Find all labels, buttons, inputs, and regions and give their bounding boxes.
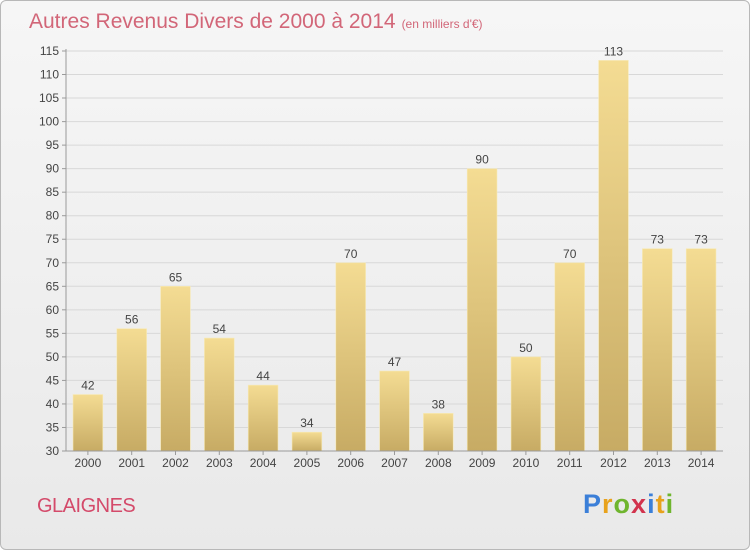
bar-value-label: 90	[475, 153, 489, 167]
bar	[160, 285, 191, 452]
bar	[72, 394, 104, 452]
bar	[642, 248, 673, 452]
bar-value-label: 54	[213, 322, 227, 336]
bar-value-label: 42	[81, 379, 95, 393]
x-tick-label: 2006	[337, 456, 364, 470]
bar-value-label: 50	[519, 341, 533, 355]
x-tick-label: 2004	[250, 456, 277, 470]
bar-value-label: 56	[125, 313, 139, 327]
x-tick-label: 2001	[118, 456, 145, 470]
y-tick-label: 55	[46, 326, 60, 340]
y-tick-label: 50	[46, 350, 60, 364]
y-tick-label: 85	[46, 185, 60, 199]
y-tick-label: 90	[46, 162, 60, 176]
commune-name: GLAIGNES	[37, 495, 136, 517]
logo-letter: o	[613, 489, 632, 519]
x-axis: 2000 2001 2002 2003 2004 2005 2006 2007 2008 2009…	[66, 450, 723, 470]
x-tick-label: 2003	[206, 456, 233, 470]
y-tick-label: 30	[46, 444, 60, 458]
bar	[291, 431, 323, 452]
bar	[510, 356, 542, 452]
bar-value-label: 44	[256, 369, 270, 383]
bar-value-label: 65	[169, 270, 183, 284]
x-tick-label: 2011	[557, 456, 583, 470]
logo-letter: P	[583, 489, 603, 519]
x-tick-label: 2000	[75, 456, 102, 470]
x-tick-label: 2005	[294, 456, 321, 470]
bar-value-label: 113	[604, 44, 623, 58]
bar	[247, 384, 279, 452]
bar	[116, 328, 147, 452]
bar	[598, 60, 629, 452]
x-tick-label: 2009	[469, 456, 496, 470]
y-tick-label: 65	[46, 279, 60, 293]
bar	[379, 370, 410, 452]
y-tick-label: 40	[46, 397, 60, 411]
bar	[423, 413, 454, 452]
y-tick-label: 70	[46, 256, 60, 270]
y-tick-label: 75	[46, 232, 60, 246]
bars: 42 56 65 54 44 34 70 47 38 90 50 70 113 73 73	[72, 44, 717, 452]
y-axis: 30 35 40 45 50 55 60 65 70 75 80 85 90 95 100 105 110 115	[39, 44, 67, 458]
y-tick-label: 80	[46, 209, 60, 223]
y-tick-label: 95	[46, 138, 60, 152]
logo-letter: x	[631, 489, 648, 519]
proxiti-logo[interactable]: Proxiti	[583, 489, 674, 520]
logo-letter: i	[647, 489, 656, 519]
bar-value-label: 73	[694, 233, 708, 247]
bar	[466, 168, 498, 452]
chart-subtitle: (en milliers d'€)	[401, 17, 483, 31]
x-tick-label: 2002	[162, 456, 189, 470]
y-tick-label: 105	[39, 91, 59, 105]
x-tick-label: 2008	[425, 456, 452, 470]
bar-value-label: 34	[300, 416, 314, 430]
y-tick-label: 35	[46, 420, 60, 434]
y-tick-label: 45	[46, 373, 60, 387]
x-tick-label: 2007	[381, 456, 408, 470]
logo-letter: t	[655, 489, 666, 519]
bar-value-label: 73	[651, 233, 665, 247]
y-tick-label: 100	[39, 115, 59, 129]
bar	[554, 262, 585, 452]
logo-letter: r	[602, 489, 614, 519]
x-tick-label: 2012	[600, 456, 627, 470]
bar	[685, 248, 717, 452]
bar-value-label: 70	[344, 247, 358, 261]
x-tick-label: 2013	[644, 456, 671, 470]
logo-letter: i	[665, 489, 675, 519]
bar-value-label: 38	[432, 397, 446, 411]
bar-value-label: 70	[563, 247, 577, 261]
y-tick-label: 115	[40, 44, 59, 58]
x-tick-label: 2014	[688, 456, 715, 470]
x-tick-label: 2010	[513, 456, 540, 470]
bar	[204, 337, 235, 452]
y-tick-label: 110	[40, 68, 59, 82]
bar	[335, 262, 366, 452]
bar-value-label: 47	[388, 355, 402, 369]
chart-title-text: Autres Revenus Divers de 2000 à 2014	[29, 10, 396, 33]
chart-title: Autres Revenus Divers de 2000 à 2014 (en …	[29, 10, 483, 34]
y-tick-label: 60	[46, 303, 60, 317]
